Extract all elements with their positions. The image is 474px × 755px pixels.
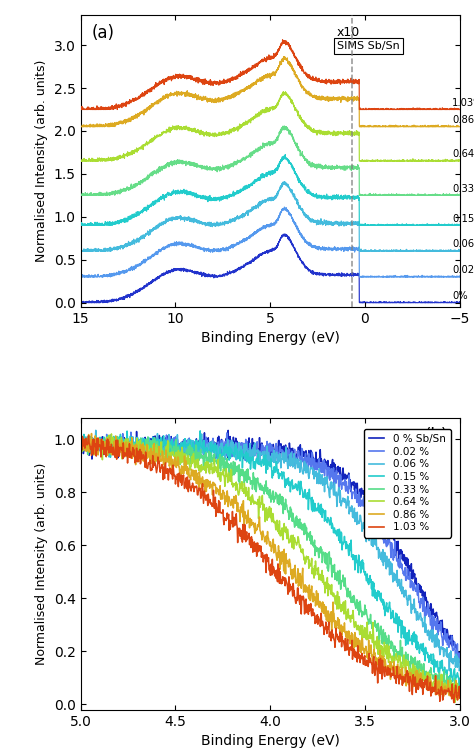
Text: 0.33%: 0.33%: [452, 183, 474, 193]
Text: (b): (b): [425, 427, 448, 445]
X-axis label: Binding Energy (eV): Binding Energy (eV): [201, 734, 339, 748]
Legend: 0 % Sb/Sn, 0.02 %, 0.06 %, 0.15 %, 0.33 %, 0.64 %, 0.86 %, 1.03 %: 0 % Sb/Sn, 0.02 %, 0.06 %, 0.15 %, 0.33 …: [364, 429, 451, 538]
Text: (a): (a): [92, 24, 115, 42]
Text: 1.03%: 1.03%: [452, 98, 474, 108]
Text: 0.02%: 0.02%: [452, 265, 474, 275]
Text: 0.15%: 0.15%: [452, 214, 474, 223]
Y-axis label: Normalised Intensity (arb. units): Normalised Intensity (arb. units): [35, 60, 48, 262]
Y-axis label: Normalised Intensity (arb. units): Normalised Intensity (arb. units): [35, 463, 48, 665]
Text: 0.86%: 0.86%: [452, 115, 474, 125]
Text: SIMS Sb/Sn: SIMS Sb/Sn: [337, 41, 400, 51]
Text: 0.06%: 0.06%: [452, 239, 474, 249]
X-axis label: Binding Energy (eV): Binding Energy (eV): [201, 331, 339, 345]
Text: 0%: 0%: [452, 291, 468, 301]
Text: 0.64%: 0.64%: [452, 149, 474, 159]
Text: x10: x10: [337, 26, 360, 39]
